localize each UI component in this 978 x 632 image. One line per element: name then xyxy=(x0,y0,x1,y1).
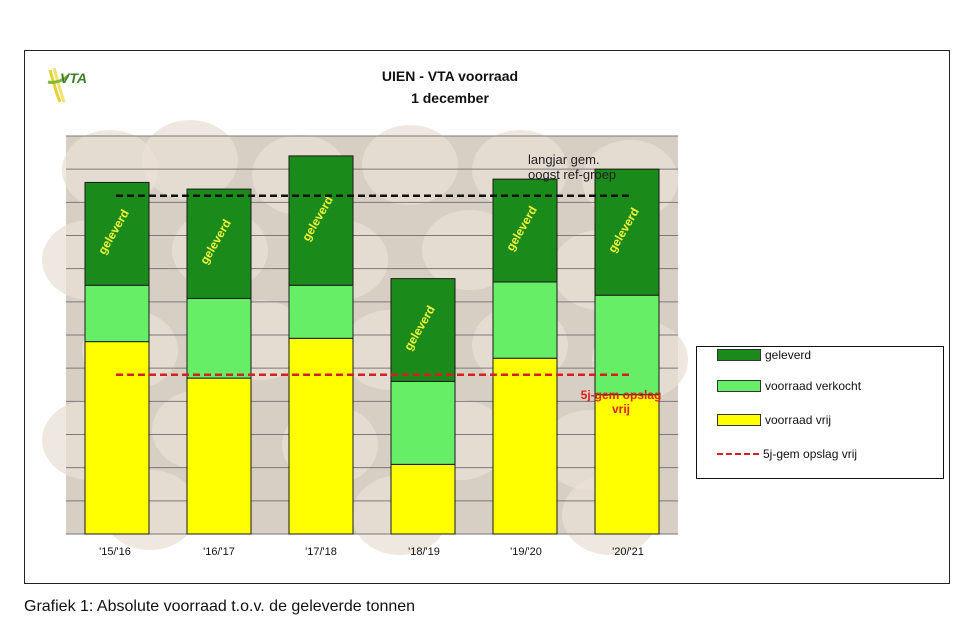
annotation-5j-line1: 5j-gem opslag xyxy=(580,388,662,402)
legend-item-geleverd: geleverd xyxy=(717,347,811,363)
annotation-langjarig-line2: oogst ref-groep xyxy=(528,167,617,182)
legend-swatch-5j-gem xyxy=(717,453,759,455)
annotation-5j-line2: vrij xyxy=(611,402,630,416)
chart-subtitle: 1 december xyxy=(411,90,489,106)
legend-item-5j-gem: 5j-gem opslag vrij xyxy=(717,446,857,462)
legend-label-geleverd: geleverd xyxy=(765,348,812,362)
bar-segment-geleverd xyxy=(390,278,456,382)
annotation-langjarig: langjar gem. oogst ref-groep xyxy=(528,152,616,182)
bar-segment-voorraad-verkocht xyxy=(288,284,354,339)
bar-segment-geleverd xyxy=(594,168,660,296)
legend-swatch-voorraad-verkocht xyxy=(717,380,761,392)
bar-segment-voorraad-vrij xyxy=(390,463,456,535)
legend-item-voorraad-vrij: voorraad vrij xyxy=(717,412,831,428)
figure-caption: Grafiek 1: Absolute voorraad t.o.v. de g… xyxy=(24,598,416,615)
x-tick-label: '19/'20 xyxy=(510,546,542,558)
annotation-5j-gem: 5j-gem opslag vrij xyxy=(566,388,676,416)
bar-segment-voorraad-vrij xyxy=(492,357,558,535)
legend-label-voorraad-verkocht: voorraad verkocht xyxy=(765,379,862,393)
bar-segment-geleverd xyxy=(186,188,252,300)
background-onion xyxy=(142,120,238,200)
x-tick-label: '18/'19 xyxy=(408,546,440,558)
vta-logo xyxy=(46,62,106,106)
legend-label-5j-gem: 5j-gem opslag vrij xyxy=(763,447,858,461)
bar-segment-geleverd xyxy=(84,181,150,286)
bar-segment-voorraad-verkocht xyxy=(594,294,660,396)
legend-item-voorraad-verkocht: voorraad verkocht xyxy=(717,378,861,394)
legend-label-voorraad-vrij: voorraad vrij xyxy=(765,413,832,427)
chart-title: UIEN - VTA voorraad xyxy=(381,68,519,84)
chart-frame xyxy=(24,50,950,584)
background-onion xyxy=(362,125,458,205)
legend-swatch-voorraad-vrij xyxy=(717,414,761,426)
x-tick-label: '16/'17 xyxy=(203,546,235,558)
bar-segment-voorraad-vrij xyxy=(84,341,150,535)
bar-segment-voorraad-vrij xyxy=(288,337,354,535)
bar-segment-voorraad-vrij xyxy=(594,394,660,535)
x-tick-label: '15/'16 xyxy=(99,546,131,558)
bar-segment-voorraad-verkocht xyxy=(84,284,150,343)
bar-segment-geleverd xyxy=(288,155,354,286)
bar-segment-voorraad-vrij xyxy=(186,377,252,535)
legend-swatch-geleverd xyxy=(717,349,761,361)
x-tick-label: '20/'21 xyxy=(612,546,644,558)
annotation-langjarig-line1: langjar gem. xyxy=(528,152,600,167)
chart-legend: geleverd voorraad verkocht voorraad vrij… xyxy=(696,346,944,479)
bar-segment-voorraad-verkocht xyxy=(186,298,252,379)
logo-text: VTA xyxy=(60,70,87,86)
bar-segment-voorraad-verkocht xyxy=(492,281,558,359)
bar-segment-voorraad-verkocht xyxy=(390,380,456,465)
x-tick-label: '17/'18 xyxy=(305,546,337,558)
